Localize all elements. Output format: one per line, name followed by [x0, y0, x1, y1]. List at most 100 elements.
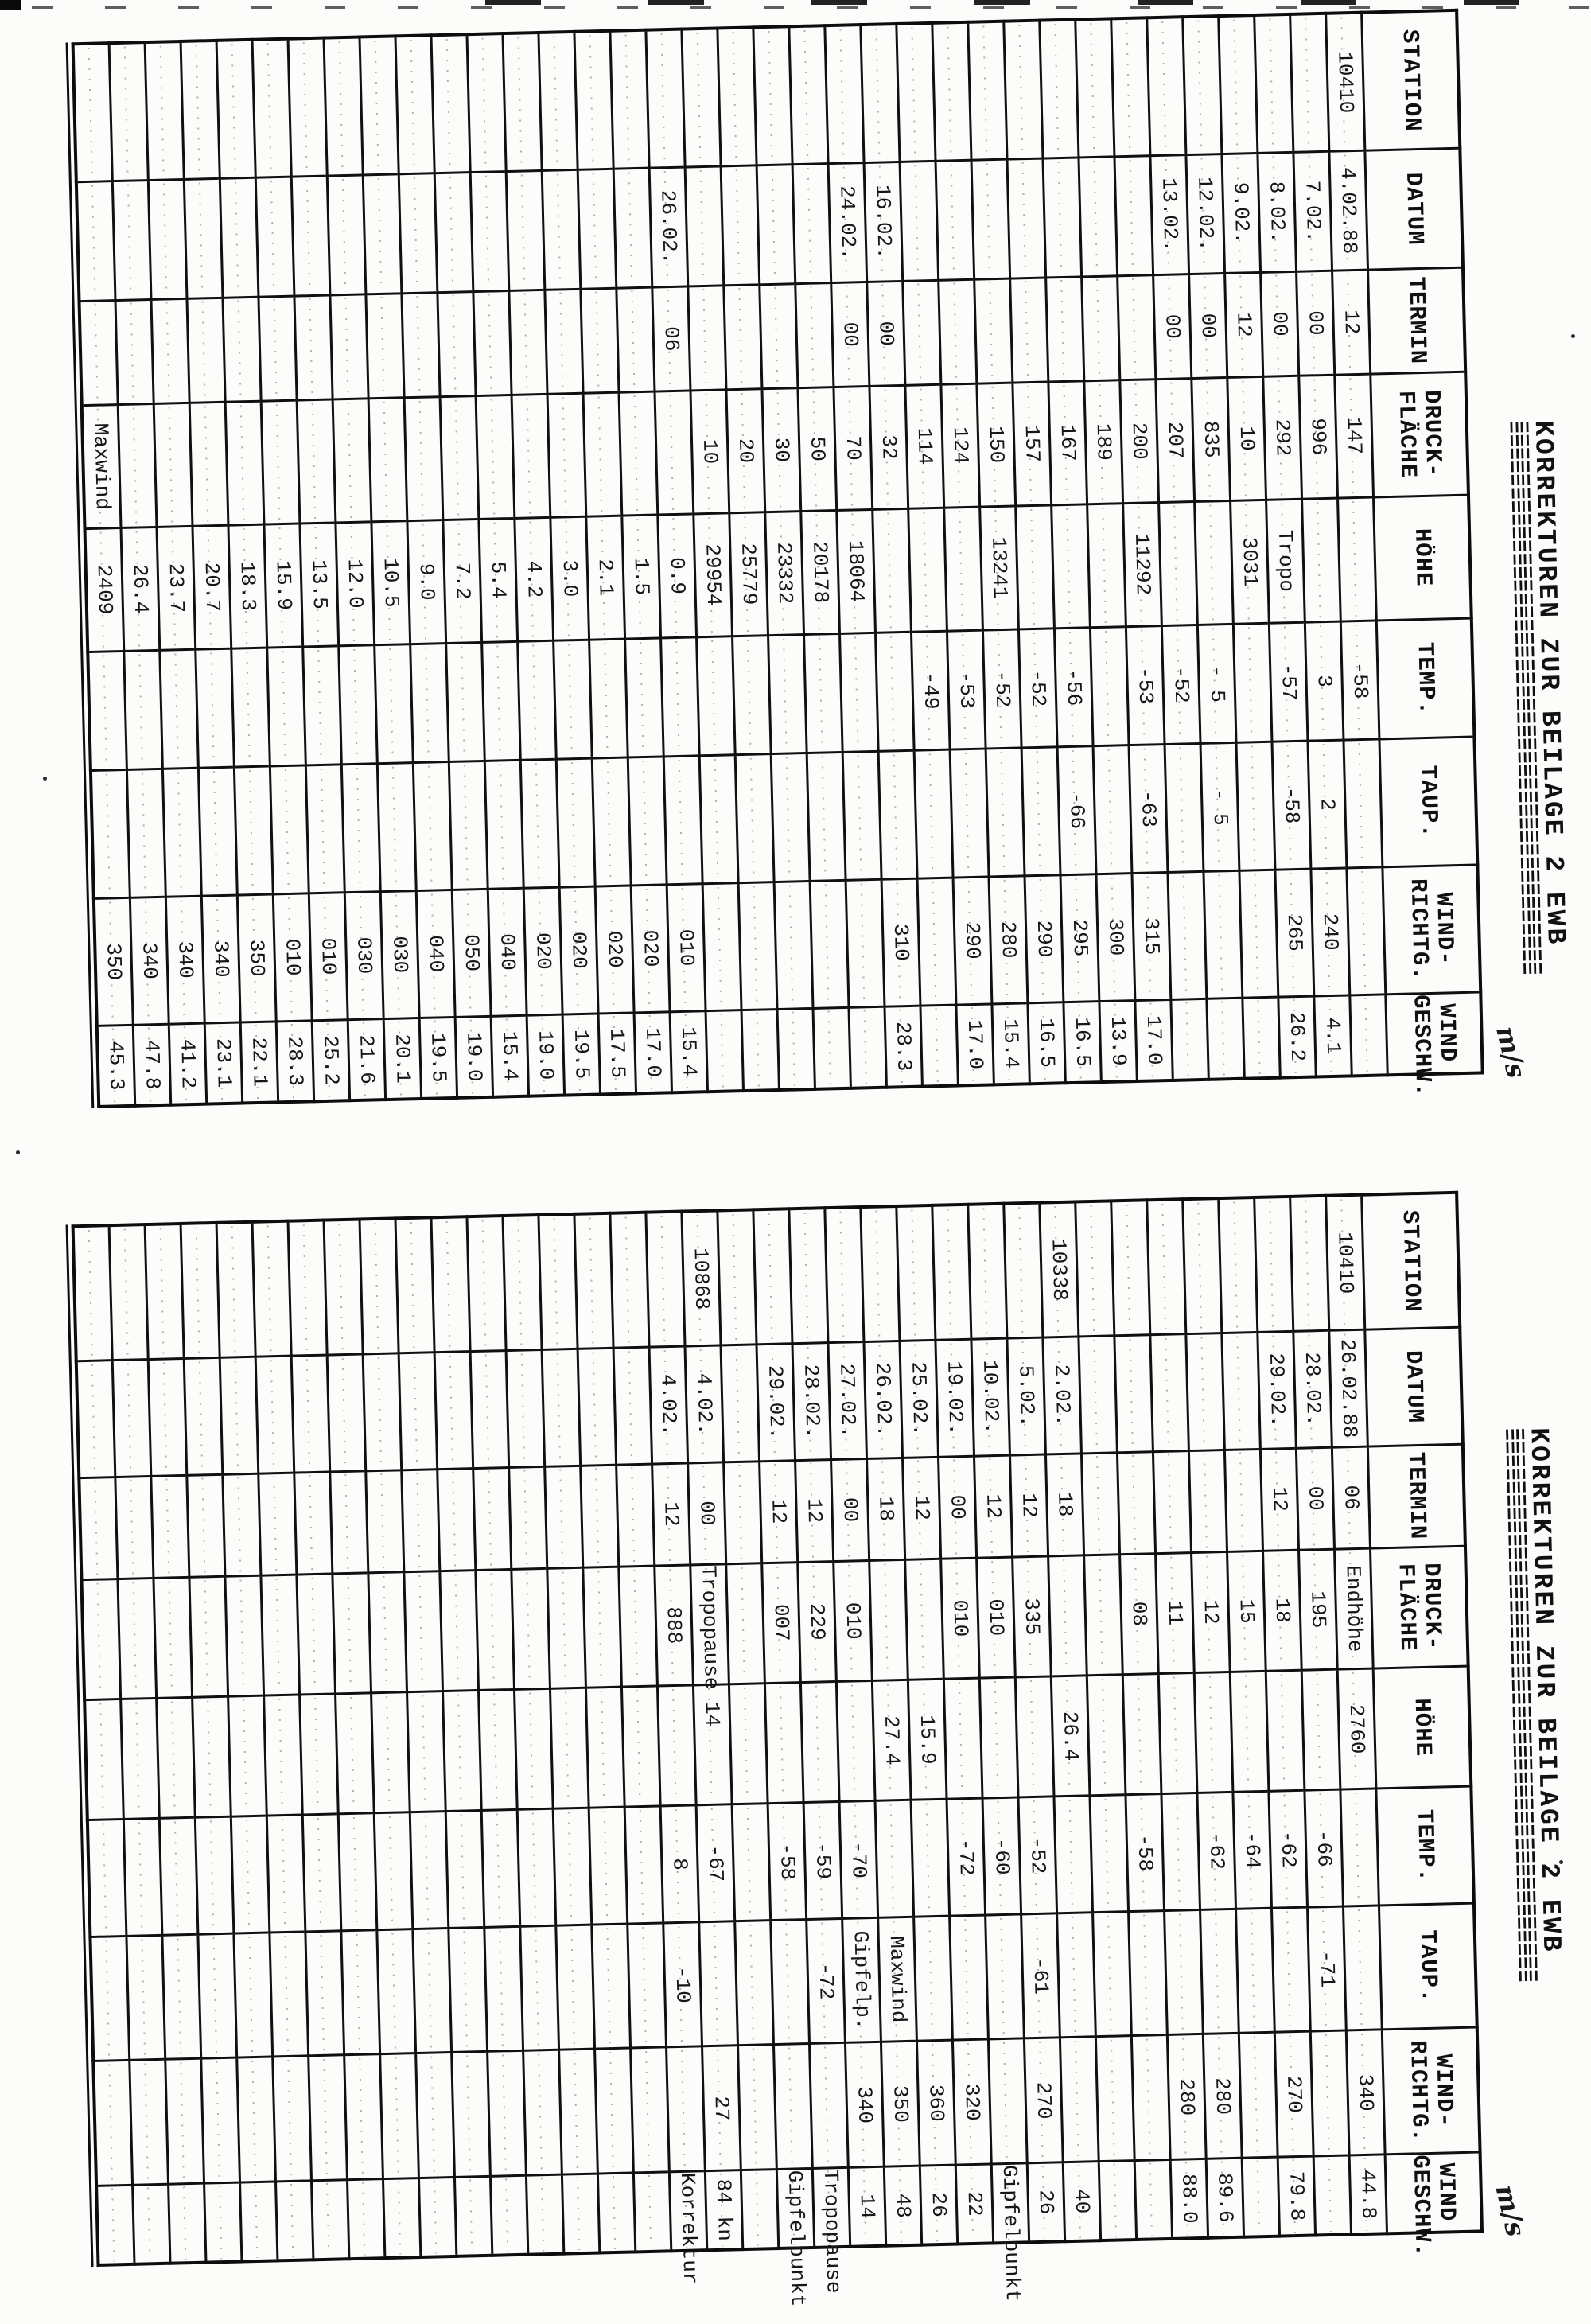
table-cell	[153, 1576, 193, 1699]
table-cell	[1239, 869, 1278, 999]
table-cell	[365, 293, 405, 399]
table-cell: 28.02.	[1293, 1330, 1332, 1448]
table-cell	[1224, 1448, 1263, 1551]
table-cell: 17.0	[634, 1011, 672, 1094]
table-cell	[344, 2054, 383, 2180]
table-cell: 25.2	[312, 1019, 350, 1102]
table-cell	[1122, 1673, 1161, 1796]
table-cell	[90, 1936, 130, 2061]
table-cell: -71	[1307, 1906, 1347, 2032]
table-cell	[1095, 2036, 1135, 2162]
table-cell: 13.9	[1099, 1000, 1138, 1083]
table-cell	[1075, 1201, 1114, 1337]
table-cell: 8	[660, 1805, 699, 1923]
table-cell: 18.3	[228, 524, 267, 648]
table-cell	[1337, 496, 1377, 621]
table-cell	[275, 2181, 313, 2261]
table-cell	[609, 1212, 650, 1349]
table-cell: 4.02.88	[1328, 150, 1368, 271]
table-cell: 150	[976, 382, 1016, 507]
table-cell: 00	[1296, 1446, 1335, 1550]
table-cell: 265	[1274, 868, 1314, 998]
table-cell	[502, 32, 543, 172]
table-cell	[1218, 15, 1258, 154]
table-cell	[338, 1813, 377, 1931]
table-cell	[645, 29, 686, 169]
table-cell: 010	[976, 1556, 1016, 1679]
col-header-station: STATION	[1361, 1192, 1461, 1330]
table-cell	[340, 1929, 380, 2056]
table-cell	[1021, 747, 1060, 876]
table-cell	[255, 1356, 294, 1473]
table-cell	[734, 1920, 774, 2046]
table-cell: 030	[380, 890, 420, 1019]
table-cell	[936, 160, 974, 281]
table-cell	[220, 177, 259, 298]
table-cell	[299, 1693, 339, 1816]
table-cell: 26.4	[1051, 1675, 1090, 1797]
table-cell: -60	[982, 1797, 1021, 1915]
table-cell	[189, 401, 228, 526]
table-cell: 19.0	[455, 1016, 493, 1098]
table-cell: 08	[1119, 1553, 1159, 1675]
table-cell: 84 kn	[705, 2170, 743, 2251]
table-cell	[200, 2057, 240, 2184]
table-cell: 17.5	[598, 1012, 636, 1095]
table-cell	[412, 1928, 452, 2054]
table-cell: 200	[1119, 379, 1159, 504]
table-cell	[788, 1208, 828, 1345]
table-cell: 00	[1153, 274, 1192, 380]
table-cell: 0.9	[657, 513, 697, 638]
table-cell: - 5	[1200, 742, 1239, 871]
table-cell	[272, 2056, 312, 2182]
table-cell: 12.0	[335, 521, 375, 646]
table-cell: 44.8	[1349, 2155, 1387, 2235]
table-cell	[1003, 1202, 1043, 1339]
table-cell: 26	[920, 2165, 958, 2245]
table-cell	[266, 1815, 305, 1933]
table-cell: 270	[1274, 2031, 1314, 2158]
table-cell	[231, 647, 270, 768]
table-cell	[184, 1357, 223, 1475]
table-cell	[517, 640, 557, 761]
table-cell: Endhöhe	[1334, 1547, 1374, 1670]
table-cell	[517, 1808, 556, 1927]
table-cell: 10	[690, 389, 729, 514]
table-cell: -62	[1196, 1792, 1236, 1910]
table-cell	[76, 1360, 115, 1478]
table-cell	[410, 1812, 449, 1929]
table-cell	[88, 651, 127, 771]
table-cell	[967, 21, 1007, 161]
table-cell: 06	[652, 286, 690, 391]
table-cell	[335, 1692, 375, 1815]
table-cell: -66	[1304, 1789, 1344, 1907]
table-cell: 280	[1203, 2033, 1243, 2159]
table-cell	[487, 2050, 527, 2177]
table-cell	[878, 750, 918, 879]
table-cell	[379, 2053, 419, 2179]
table-cell: 00	[831, 1458, 869, 1562]
table-cell	[327, 175, 366, 295]
table-cell: 21.6	[348, 1018, 386, 1101]
table-cell: 300	[1095, 873, 1135, 1002]
table-cell	[1170, 999, 1209, 1080]
table-cell	[401, 1469, 440, 1572]
table-cell	[839, 633, 879, 753]
table-cell: Maxwind	[877, 1916, 917, 2042]
table-cell	[764, 1682, 804, 1804]
table-cell	[1203, 870, 1243, 999]
table-cell	[1053, 1796, 1093, 1913]
table-cell	[484, 1926, 523, 2052]
table-cell	[234, 766, 274, 895]
table-cell	[150, 1474, 189, 1578]
table-cell	[875, 1800, 914, 1918]
table-cell	[544, 1465, 583, 1568]
table-cell: 147	[1334, 373, 1374, 498]
table-cell: -70	[839, 1800, 878, 1919]
table-cell	[430, 1216, 471, 1353]
table-cell	[526, 2174, 564, 2255]
table-cell: 996	[1298, 374, 1338, 499]
table-cell	[93, 2060, 133, 2186]
table-cell	[1310, 2030, 1350, 2157]
scan-speck	[16, 1150, 20, 1154]
